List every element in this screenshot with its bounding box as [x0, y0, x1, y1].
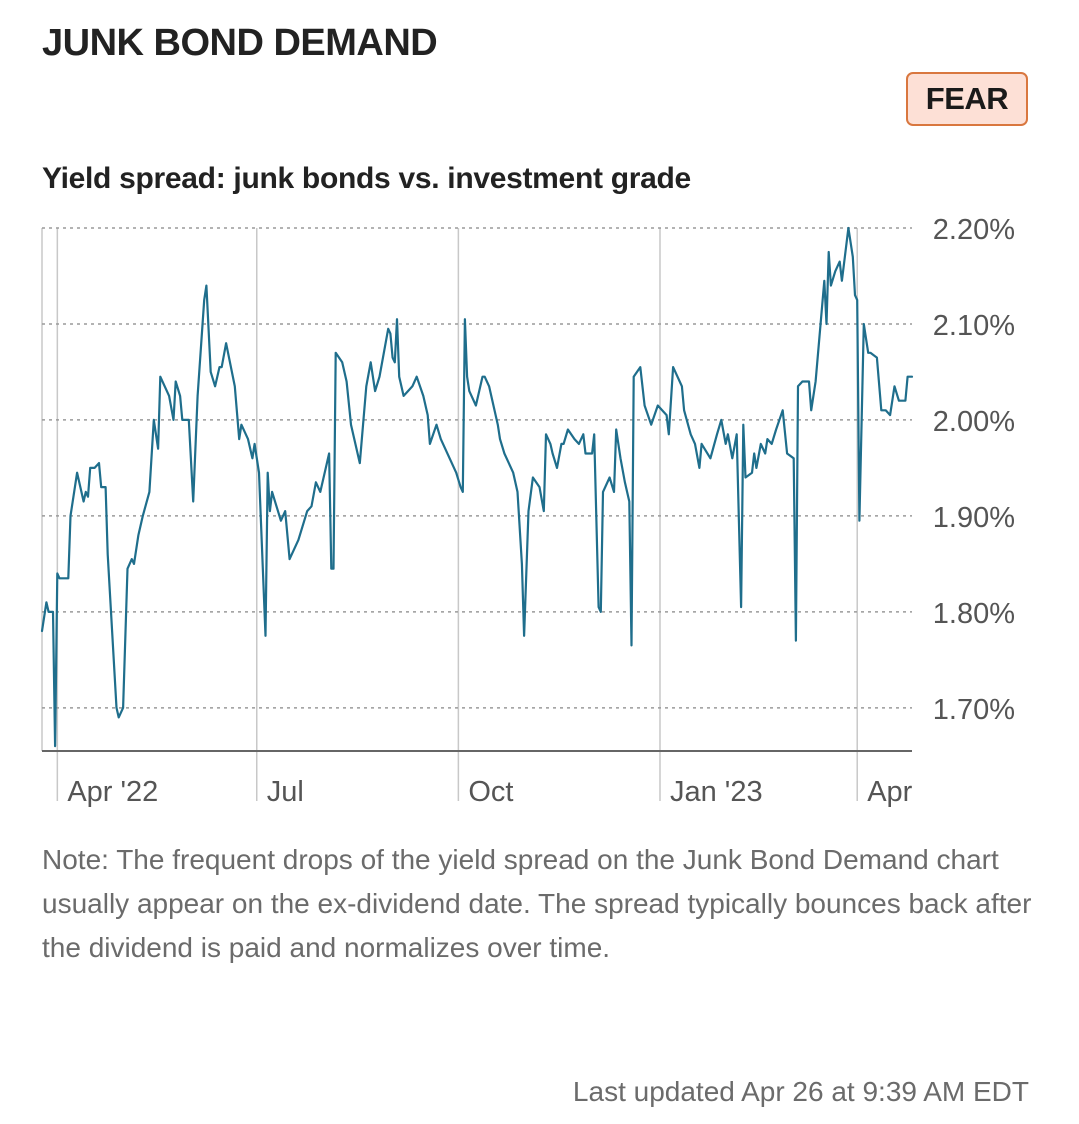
sentiment-badge-label: FEAR: [925, 81, 1009, 116]
x-tick-label: Apr: [867, 776, 912, 808]
x-tick-label: Jul: [267, 776, 304, 808]
sentiment-badge: FEAR: [906, 72, 1028, 126]
y-tick-label: 2.20%: [933, 214, 1015, 246]
y-tick-label: 2.00%: [933, 406, 1015, 438]
chart-title: JUNK BOND DEMAND: [42, 22, 438, 64]
yield-spread-chart: Apr '22 Jul Oct Jan '23 Apr 1.70% 1.80% 1.90% 2.…: [40, 214, 1015, 808]
x-tick-label: Apr '22: [67, 776, 158, 808]
last-updated-text: Last updated Apr 26 at 9:39 AM EDT: [572, 1076, 1029, 1107]
y-tick-label: 1.90%: [933, 502, 1015, 534]
x-tick-label: Jan '23: [670, 776, 763, 808]
grid-layer: [41, 227, 912, 751]
chart-note: Note: The frequent drops of the yield sp…: [42, 844, 1032, 963]
axis-layer: Apr '22 Jul Oct Jan '23 Apr 1.70% 1.80% 1.90% 2.…: [42, 214, 1015, 808]
y-tick-label: 2.10%: [933, 310, 1015, 342]
series-line: [40, 226, 914, 748]
y-tick-label: 1.70%: [933, 694, 1015, 726]
x-tick-label: Oct: [468, 776, 513, 808]
line-layer: [40, 226, 914, 748]
chart-subtitle: Yield spread: junk bonds vs. investment …: [42, 162, 691, 195]
y-tick-label: 1.80%: [933, 598, 1015, 630]
